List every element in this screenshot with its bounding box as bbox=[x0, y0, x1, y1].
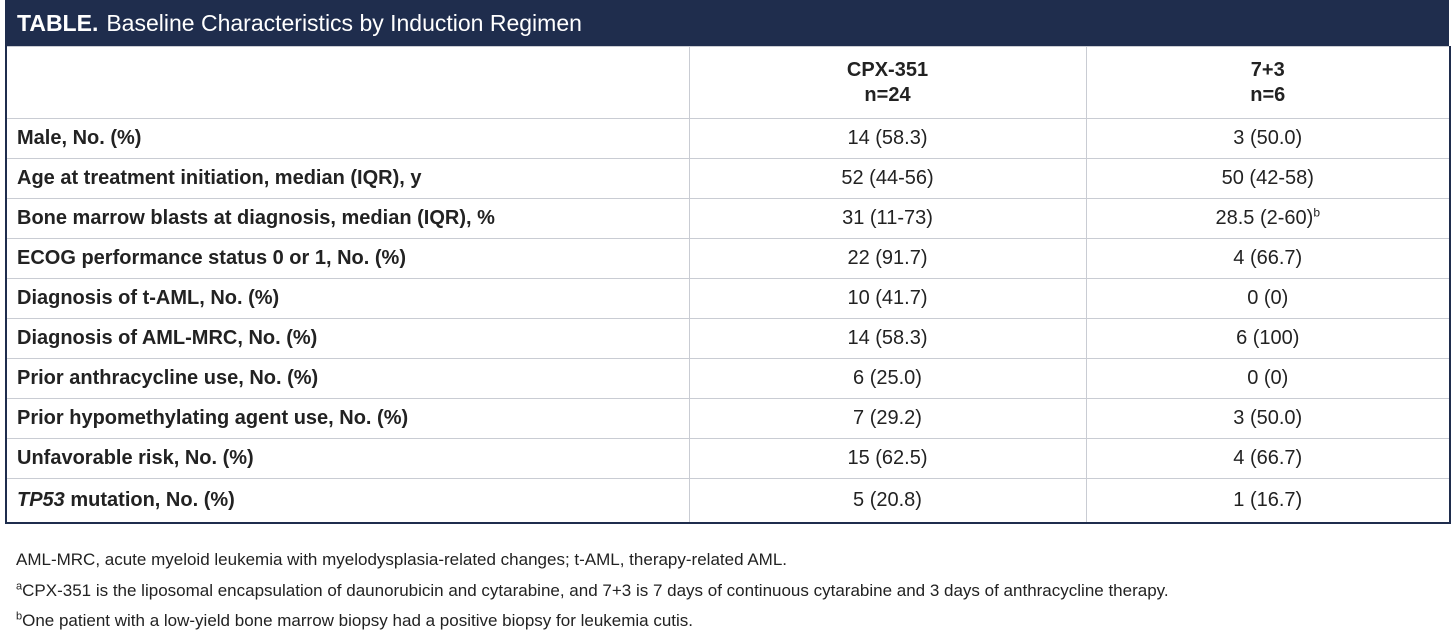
table-row: ECOG performance status 0 or 1, No. (%) … bbox=[5, 238, 1451, 279]
cpx-351-value: 6 (25.0) bbox=[688, 358, 1087, 399]
7-plus-3-value: 1 (16.7) bbox=[1085, 478, 1451, 523]
cpx-351-value: 22 (91.7) bbox=[688, 238, 1087, 279]
row-label: Male, No. (%) bbox=[5, 118, 690, 159]
7-plus-3-value: 0 (0) bbox=[1085, 278, 1451, 319]
footnote-a-text: CPX-351 is the liposomal encapsulation o… bbox=[22, 580, 1169, 600]
table-row: Bone marrow blasts at diagnosis, median … bbox=[5, 198, 1451, 239]
baseline-characteristics-table: CPX-351 n=24 7+3 n=6 Male, No. (%) 14 (5… bbox=[5, 46, 1451, 524]
footnote-a: aCPX-351 is the liposomal encapsulation … bbox=[16, 576, 1169, 607]
table-row: Diagnosis of AML-MRC, No. (%) 14 (58.3) … bbox=[5, 318, 1451, 359]
header-cpx-351-n: n=24 bbox=[864, 83, 911, 106]
row-label: Diagnosis of t-AML, No. (%) bbox=[5, 278, 690, 319]
header-cpx-351: CPX-351 n=24 bbox=[688, 46, 1087, 119]
row-label: Prior anthracycline use, No. (%) bbox=[5, 358, 690, 399]
footnote-a-marker: a bbox=[16, 579, 23, 592]
table-title-bar: TABLE. Baseline Characteristics by Induc… bbox=[5, 0, 1449, 46]
footnote-b-marker: b bbox=[1313, 205, 1321, 220]
table-footnotes: AML-MRC, acute myeloid leukemia with mye… bbox=[16, 545, 1169, 637]
cpx-351-value: 31 (11-73) bbox=[688, 198, 1087, 239]
7-plus-3-value: 4 (66.7) bbox=[1085, 238, 1451, 279]
7-plus-3-value-cell: 28.5 (2-60)b bbox=[1085, 198, 1451, 239]
7-plus-3-value: 3 (50.0) bbox=[1085, 398, 1451, 439]
table-row: TP53 mutation, No. (%) 5 (20.8) 1 (16.7) bbox=[5, 478, 1451, 523]
table-row: Age at treatment initiation, median (IQR… bbox=[5, 158, 1451, 199]
cpx-351-value: 14 (58.3) bbox=[688, 318, 1087, 359]
table-row: Prior anthracycline use, No. (%) 6 (25.0… bbox=[5, 358, 1451, 399]
table-row: Male, No. (%) 14 (58.3) 3 (50.0) bbox=[5, 118, 1451, 159]
footnote-abbreviations: AML-MRC, acute myeloid leukemia with mye… bbox=[16, 550, 787, 569]
table-row: Diagnosis of t-AML, No. (%) 10 (41.7) 0 … bbox=[5, 278, 1451, 319]
row-label-cell: TP53 mutation, No. (%) bbox=[5, 478, 690, 523]
baseline-table-figure: TABLE. Baseline Characteristics by Induc… bbox=[5, 0, 1451, 524]
7-plus-3-value: 6 (100) bbox=[1085, 318, 1451, 359]
header-7-plus-3-name: 7+3 bbox=[1250, 58, 1285, 81]
row-label: ECOG performance status 0 or 1, No. (%) bbox=[5, 238, 690, 279]
row-label: Age at treatment initiation, median (IQR… bbox=[5, 158, 690, 199]
footnote-b-text: One patient with a low-yield bone marrow… bbox=[22, 611, 694, 630]
row-label: Unfavorable risk, No. (%) bbox=[5, 438, 690, 479]
cpx-351-value: 14 (58.3) bbox=[688, 118, 1087, 159]
row-label: mutation, No. (%) bbox=[64, 488, 235, 511]
7-plus-3-value: 4 (66.7) bbox=[1085, 438, 1451, 479]
header-empty-cell bbox=[5, 46, 690, 119]
header-7-plus-3-n: n=6 bbox=[1250, 83, 1286, 106]
cpx-351-value: 5 (20.8) bbox=[688, 478, 1087, 523]
7-plus-3-value: 50 (42-58) bbox=[1085, 158, 1451, 199]
cpx-351-value: 15 (62.5) bbox=[688, 438, 1087, 479]
header-7-plus-3: 7+3 n=6 bbox=[1085, 46, 1451, 119]
row-label-gene: TP53 bbox=[17, 488, 65, 511]
cpx-351-value: 52 (44-56) bbox=[688, 158, 1087, 199]
cpx-351-value: 10 (41.7) bbox=[688, 278, 1087, 319]
table-row: Prior hypomethylating agent use, No. (%)… bbox=[5, 398, 1451, 439]
row-label: Diagnosis of AML-MRC, No. (%) bbox=[5, 318, 690, 359]
row-label: Bone marrow blasts at diagnosis, median … bbox=[5, 198, 690, 239]
table-title-label: TABLE. bbox=[17, 9, 99, 36]
table-row: Unfavorable risk, No. (%) 15 (62.5) 4 (6… bbox=[5, 438, 1451, 479]
footnote-b-marker: b bbox=[16, 610, 23, 623]
table-header-row: CPX-351 n=24 7+3 n=6 bbox=[5, 46, 1451, 119]
7-plus-3-value: 0 (0) bbox=[1085, 358, 1451, 399]
7-plus-3-value: 3 (50.0) bbox=[1085, 118, 1451, 159]
cpx-351-value: 7 (29.2) bbox=[688, 398, 1087, 439]
7-plus-3-value: 28.5 (2-60) bbox=[1215, 207, 1314, 229]
row-label: Prior hypomethylating agent use, No. (%) bbox=[5, 398, 690, 439]
footnote-b: bOne patient with a low-yield bone marro… bbox=[16, 606, 1169, 637]
table-title-text: Baseline Characteristics by Induction Re… bbox=[106, 9, 582, 36]
header-cpx-351-name: CPX-351 bbox=[846, 58, 929, 81]
